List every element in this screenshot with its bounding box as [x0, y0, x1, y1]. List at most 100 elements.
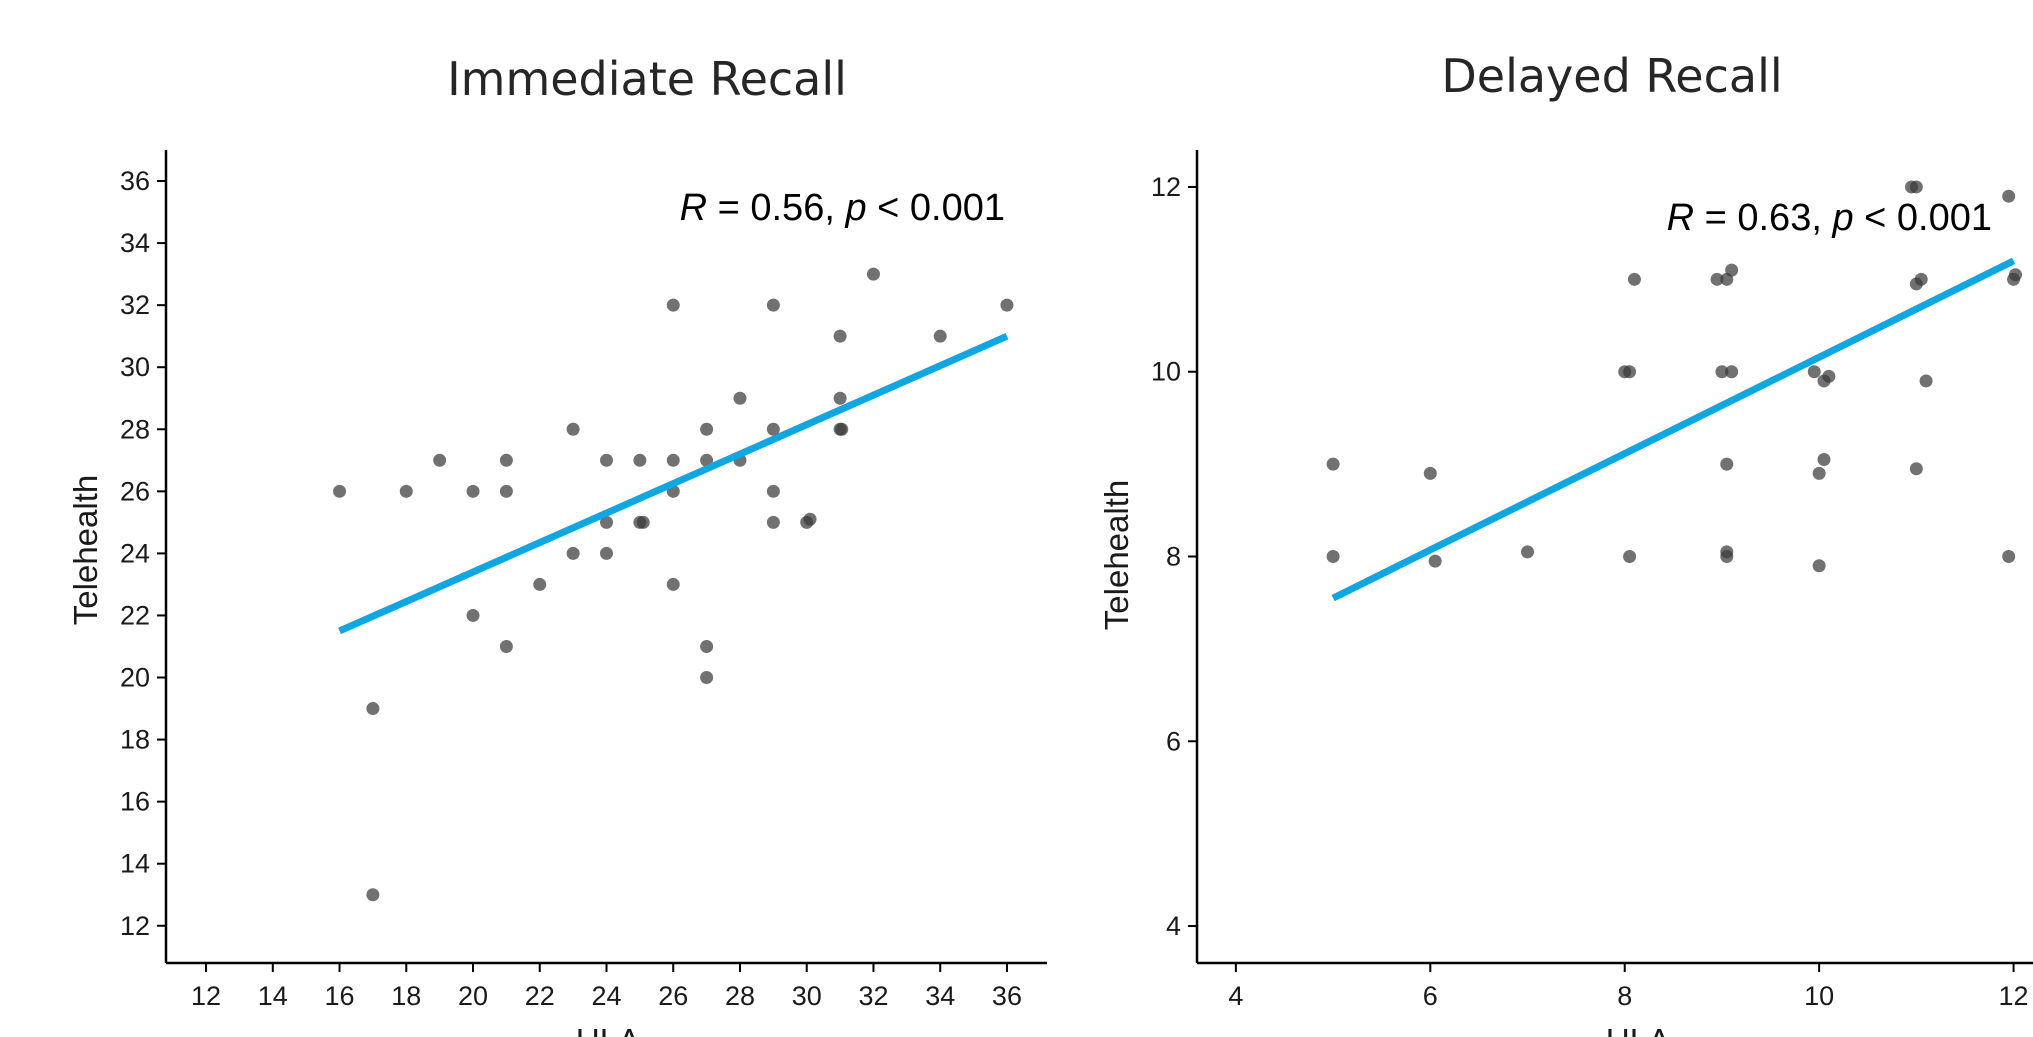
immediate-recall-x-tick-label: 30 — [792, 981, 822, 1011]
immediate-recall-data-point — [600, 453, 613, 467]
delayed-recall-x-axis-label: ULA — [1606, 1022, 1670, 1037]
delayed-recall-data-point — [2002, 550, 2016, 563]
immediate-recall-x-tick-label: 12 — [191, 981, 221, 1011]
delayed-recall-data-point — [2009, 268, 2023, 282]
immediate-recall-correlation-annotation: R = 0.56, p < 0.001 — [680, 187, 1005, 229]
immediate-recall-y-tick-label: 30 — [120, 352, 150, 382]
immediate-recall-y-axis-label: Telehealth — [67, 475, 104, 625]
immediate-recall-data-point — [333, 484, 347, 498]
immediate-recall-data-point — [466, 484, 480, 498]
immediate-recall-data-point — [600, 546, 613, 560]
delayed-recall-data-point — [1822, 369, 1836, 383]
immediate-recall-data-point — [433, 453, 447, 467]
immediate-recall-data-point — [499, 639, 513, 653]
immediate-recall-data-point — [636, 515, 650, 529]
delayed-recall-data-point — [1521, 545, 1535, 559]
delayed-recall-data-point — [1817, 452, 1831, 466]
immediate-recall-data-point — [633, 453, 647, 467]
immediate-recall-data-point — [399, 484, 413, 498]
delayed-recall-data-point — [1623, 365, 1637, 379]
immediate-recall-data-point — [766, 515, 780, 529]
delayed-recall-data-point — [1807, 365, 1821, 379]
immediate-recall-data-point — [733, 391, 747, 405]
immediate-recall-data-point — [766, 422, 780, 436]
immediate-recall-x-tick-label: 14 — [258, 981, 288, 1011]
immediate-recall-x-tick-label: 16 — [325, 981, 355, 1011]
delayed-recall-data-point — [1326, 550, 1340, 563]
delayed-recall-data-point — [1812, 466, 1826, 480]
immediate-recall-y-tick-label: 20 — [120, 663, 150, 693]
immediate-recall-x-tick-label: 22 — [525, 981, 555, 1011]
immediate-recall-x-tick-label: 20 — [458, 981, 488, 1011]
immediate-recall-data-point — [766, 298, 780, 312]
r-symbol: R — [1667, 197, 1694, 239]
delayed-recall-y-tick-label: 12 — [1151, 172, 1181, 202]
immediate-recall-x-axis-label: ULA — [576, 1022, 640, 1037]
delayed-recall-correlation-annotation: R = 0.63, p < 0.001 — [1667, 197, 1992, 239]
immediate-recall-x-tick-label: 26 — [658, 981, 688, 1011]
p-value: < 0.001 — [1854, 197, 1992, 239]
immediate-recall-x-tick-label: 24 — [591, 981, 621, 1011]
delayed-recall-x-tick-label: 10 — [1804, 981, 1834, 1011]
immediate-recall-data-point — [835, 422, 849, 436]
immediate-recall-y-tick-label: 28 — [120, 414, 150, 444]
p-symbol: p — [1831, 197, 1853, 239]
immediate-recall-data-point — [499, 484, 513, 498]
delayed-recall-title: Delayed Recall — [1441, 49, 1782, 103]
immediate-recall-y-tick-label: 14 — [120, 849, 150, 879]
delayed-recall-y-tick-label: 8 — [1166, 542, 1181, 572]
immediate-recall-x-tick-label: 32 — [858, 981, 888, 1011]
immediate-recall-y-tick-label: 26 — [120, 476, 150, 506]
immediate-recall-data-point — [499, 453, 513, 467]
delayed-recall-y-tick-label: 4 — [1166, 911, 1181, 941]
immediate-recall-x-tick-label: 34 — [925, 981, 955, 1011]
immediate-recall-data-point — [666, 298, 680, 312]
immediate-recall-data-point — [666, 453, 680, 467]
delayed-recall-data-point — [1715, 365, 1729, 379]
delayed-recall-panel: Delayed Recall Telehealth ULA R = 0.63, … — [1098, 49, 2033, 1037]
immediate-recall-data-point — [700, 639, 714, 653]
immediate-recall-data-point — [803, 512, 817, 526]
immediate-recall-title: Immediate Recall — [447, 52, 847, 106]
immediate-recall-data-point — [866, 267, 880, 281]
immediate-recall-data-point — [466, 608, 480, 622]
delayed-recall-y-tick-label: 10 — [1151, 357, 1181, 387]
immediate-recall-data-point — [1000, 298, 1014, 312]
immediate-recall-regression-line — [338, 332, 1009, 635]
immediate-recall-data-point — [700, 453, 714, 467]
immediate-recall-data-point — [366, 888, 380, 902]
delayed-recall-regression-line — [1331, 257, 2016, 602]
immediate-recall-y-tick-label: 18 — [120, 725, 150, 755]
p-value: < 0.001 — [867, 187, 1005, 229]
delayed-recall-data-point — [1919, 374, 1933, 388]
r-value: = 0.63, — [1694, 197, 1832, 239]
r-value: = 0.56, — [707, 187, 845, 229]
delayed-recall-data-point — [1423, 466, 1437, 480]
immediate-recall-y-tick-label: 12 — [120, 911, 150, 941]
immediate-recall-data-point — [833, 329, 847, 343]
delayed-recall-data-point — [1710, 272, 1724, 286]
immediate-recall-data-point — [566, 422, 580, 436]
delayed-recall-data-point — [1627, 272, 1641, 286]
immediate-recall-data-point — [666, 577, 680, 591]
immediate-recall-data-point — [566, 546, 580, 560]
immediate-recall-panel: Immediate Recall Telehealth ULA R = 0.56… — [67, 52, 1047, 1037]
immediate-recall-y-tick-label: 16 — [120, 787, 150, 817]
immediate-recall-data-point — [700, 671, 714, 685]
immediate-recall-data-point — [833, 391, 847, 405]
delayed-recall-data-point — [1812, 559, 1826, 573]
immediate-recall-y-tick-label: 34 — [120, 228, 150, 258]
immediate-recall-y-tick-label: 24 — [120, 538, 150, 568]
delayed-recall-x-tick-label: 8 — [1617, 981, 1632, 1011]
immediate-recall-y-tick-label: 36 — [120, 166, 150, 196]
immediate-recall-x-tick-label: 18 — [391, 981, 421, 1011]
immediate-recall-data-point — [700, 422, 714, 436]
delayed-recall-y-tick-label: 6 — [1166, 726, 1181, 756]
delayed-recall-y-axis-label: Telehealth — [1098, 480, 1135, 630]
immediate-recall-data-point — [766, 484, 780, 498]
r-symbol: R — [680, 187, 707, 229]
delayed-recall-data-point — [1428, 554, 1442, 568]
delayed-recall-data-point — [1909, 462, 1923, 476]
delayed-recall-x-tick-label: 6 — [1423, 981, 1438, 1011]
